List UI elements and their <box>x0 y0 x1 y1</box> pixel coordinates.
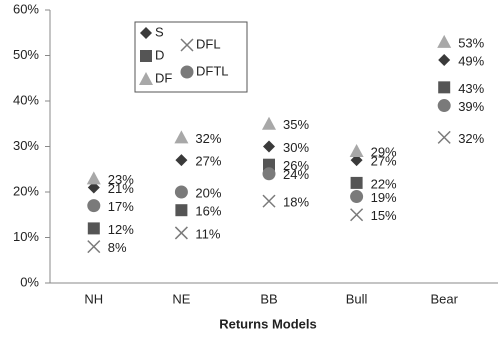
legend-marker <box>180 65 194 79</box>
marker <box>87 222 100 235</box>
marker <box>174 226 188 240</box>
x-tick-label: BB <box>260 291 277 306</box>
data-label: 11% <box>195 226 220 241</box>
data-label: 15% <box>371 208 397 223</box>
marker <box>174 130 189 144</box>
marker <box>350 154 363 167</box>
data-label: 32% <box>458 131 484 146</box>
marker <box>438 54 451 67</box>
data-label: 32% <box>195 131 221 146</box>
legend-marker <box>140 27 152 39</box>
marker <box>86 171 101 185</box>
marker <box>438 81 451 94</box>
data-label: 8% <box>108 240 127 255</box>
marker <box>175 154 188 167</box>
legend-label: DF <box>155 70 172 85</box>
data-label: 18% <box>283 195 309 210</box>
marker <box>262 167 276 181</box>
data-label: 53% <box>458 35 484 50</box>
y-tick-label: 30% <box>13 138 39 153</box>
marker <box>262 194 276 208</box>
data-label: 19% <box>371 190 397 205</box>
marker <box>350 208 364 222</box>
data-label: 39% <box>458 99 484 114</box>
y-tick-label: 60% <box>13 1 39 16</box>
marker <box>87 240 101 254</box>
marker <box>262 116 276 130</box>
data-label: 26% <box>283 158 309 173</box>
marker <box>263 140 275 153</box>
data-label: 24% <box>283 167 309 182</box>
y-tick-label: 0% <box>20 274 39 289</box>
data-label: 30% <box>283 140 309 155</box>
legend-label: DFL <box>196 36 221 51</box>
data-label: 43% <box>458 81 484 96</box>
legend-marker <box>139 72 153 85</box>
legend-marker <box>140 50 152 62</box>
data-label: 35% <box>283 117 309 132</box>
marker <box>349 144 364 158</box>
x-tick-label: NE <box>172 291 190 306</box>
legend-marker <box>180 38 194 52</box>
legend-label: DFTL <box>196 63 229 78</box>
marker <box>437 99 451 113</box>
data-label: 49% <box>458 53 484 68</box>
y-tick-label: 10% <box>13 229 39 244</box>
marker <box>87 181 100 194</box>
marker <box>263 158 275 171</box>
marker <box>87 199 101 213</box>
data-label: 23% <box>108 172 134 187</box>
marker <box>350 190 364 204</box>
data-label: 16% <box>195 204 221 219</box>
data-label: 22% <box>371 176 397 191</box>
data-label: 20% <box>195 185 221 200</box>
x-tick-label: NH <box>84 291 103 306</box>
x-tick-label: Bear <box>430 291 458 306</box>
y-tick-label: 50% <box>13 47 39 62</box>
y-tick-label: 20% <box>13 183 39 198</box>
data-label: 12% <box>108 222 134 237</box>
data-label: 21% <box>108 181 134 196</box>
legend-label: S <box>155 24 164 39</box>
legend-box <box>134 21 248 93</box>
marker <box>175 204 188 217</box>
x-tick-label: Bull <box>346 291 368 306</box>
marker <box>174 185 188 199</box>
legend-label: D <box>155 47 164 62</box>
data-label: 29% <box>371 144 397 159</box>
x-axis-title: Returns Models <box>219 316 317 331</box>
marker <box>437 130 451 144</box>
y-tick-label: 40% <box>13 92 39 107</box>
marker <box>350 176 363 189</box>
data-label: 17% <box>108 199 134 214</box>
marker <box>437 34 452 48</box>
data-label: 27% <box>371 154 397 169</box>
data-label: 27% <box>195 154 221 169</box>
